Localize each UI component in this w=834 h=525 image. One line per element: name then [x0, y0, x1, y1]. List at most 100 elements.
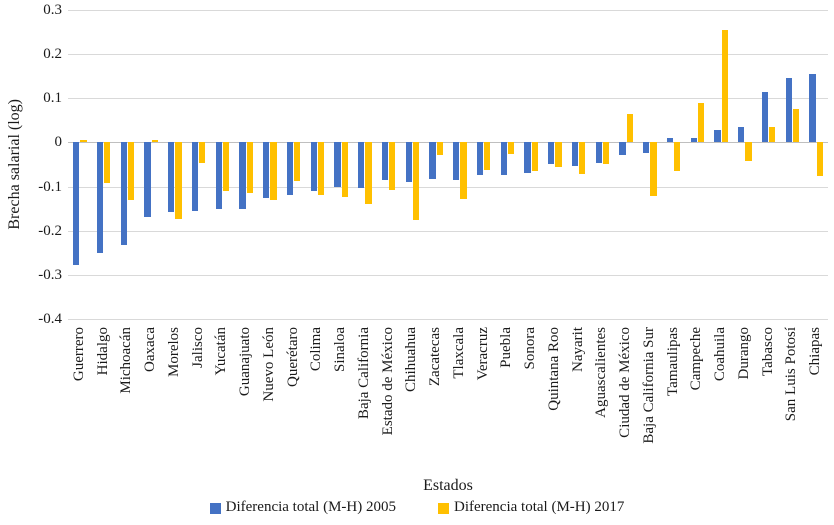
bar-2005-durango [738, 126, 745, 143]
legend-label: Diferencia total (M-H) 2017 [454, 499, 625, 515]
legend-item-2017: Diferencia total (M-H) 2017 [438, 499, 624, 516]
x-tick-label-veracruz: Veracruz [474, 327, 491, 381]
y-tick-label: 0.1 [43, 90, 62, 106]
bar-2017-yucatan [222, 142, 230, 191]
bar-2005-zacatecas [429, 142, 436, 180]
bar-2005-san-luis-potosi [785, 77, 792, 143]
bar-2005-baja-california [358, 142, 365, 189]
x-tick-label-nuevo-leon: Nuevo León [260, 327, 277, 402]
bar-2017-oaxaca [151, 139, 158, 143]
bar-2005-guerrero [73, 142, 80, 266]
gridline [68, 319, 828, 320]
bar-2017-sinaloa [341, 142, 348, 197]
gridline [68, 275, 828, 276]
bar-2017-jalisco [199, 142, 206, 163]
bar-2005-sonora [524, 142, 531, 173]
bar-2017-quintana-roo [555, 142, 562, 168]
bar-2005-tamaulipas [666, 138, 674, 143]
bar-2017-nayarit [579, 142, 586, 174]
x-tick-label-tabasco: Tabasco [759, 327, 776, 376]
bar-2017-queretaro [294, 142, 301, 182]
bar-2005-queretaro [286, 142, 294, 195]
x-tick-label-colima: Colima [308, 327, 325, 372]
bar-2017-aguascalientes [602, 142, 610, 164]
bar-2005-colima [310, 142, 317, 191]
x-tick-label-chihuahua: Chihuahua [403, 327, 420, 392]
x-tick-label-coahuila: Coahuila [712, 327, 729, 382]
bar-2005-ciudad-de-mexico [619, 142, 626, 155]
bar-2017-sonora [531, 142, 538, 172]
bar-2017-baja-california-sur [650, 142, 657, 196]
bar-2017-ciudad-de-mexico [626, 113, 633, 143]
x-tick-label-tlaxcala: Tlaxcala [450, 327, 467, 379]
y-tick-label: 0 [54, 134, 63, 150]
bar-2005-guanajuato [239, 142, 246, 209]
x-tick-label-sinaloa: Sinaloa [332, 327, 349, 372]
legend-item-2005: Diferencia total (M-H) 2005 [209, 499, 396, 516]
y-tick-label: -0.2 [38, 223, 62, 239]
bar-2005-sinaloa [334, 142, 341, 187]
gridline [68, 54, 828, 55]
bar-2017-chihuahua [412, 142, 420, 220]
bar-2005-yucatan [215, 142, 222, 209]
x-tick-label-chiapas: Chiapas [807, 327, 824, 376]
bar-2005-quintana-roo [548, 142, 555, 165]
x-tick-label-puebla: Puebla [498, 327, 515, 368]
x-tick-label-sonora: Sonora [522, 327, 539, 370]
x-tick-label-baja-california-sur: Baja California Sur [640, 327, 657, 444]
bar-2005-oaxaca [144, 142, 151, 218]
bar-2005-tlaxcala [453, 142, 460, 180]
bar-2005-veracruz [476, 142, 484, 175]
bar-2005-tabasco [761, 91, 769, 143]
bar-2005-puebla [500, 142, 507, 175]
x-tick-label-ciudad-de-mexico: Ciudad de México [617, 327, 634, 438]
x-tick-label-zacatecas: Zacatecas [427, 327, 444, 387]
y-tick-label: 0.3 [43, 2, 62, 18]
x-tick-label-yucatan: Yucatán [213, 327, 230, 376]
legend-swatch-2005 [209, 503, 221, 514]
bar-2017-guerrero [80, 140, 87, 143]
bar-2017-campeche [697, 102, 705, 143]
bar-2017-baja-california [365, 142, 372, 205]
bar-2005-baja-california-sur [643, 142, 650, 153]
x-tick-label-aguascalientes: Aguascalientes [593, 327, 610, 418]
zero-axis-line [68, 142, 828, 143]
y-tick-label: -0.4 [38, 311, 62, 327]
gridline [68, 10, 828, 11]
bar-2005-campeche [690, 137, 697, 143]
x-tick-label-campeche: Campeche [688, 327, 705, 391]
gridline [68, 231, 828, 232]
y-tick-label: 0.2 [43, 46, 62, 62]
bar-2005-michoacan [120, 142, 127, 245]
legend-swatch-2017 [438, 503, 449, 514]
bar-2017-tamaulipas [674, 142, 681, 171]
bar-2017-nuevo-leon [270, 142, 277, 200]
bar-2017-chiapas [816, 142, 823, 177]
bar-2017-zacatecas [436, 142, 443, 155]
x-tick-label-quintana-roo: Quintana Roo [545, 327, 562, 411]
bar-2017-tabasco [769, 126, 776, 143]
x-tick-label-baja-california: Baja California [355, 327, 372, 420]
bar-2017-guanajuato [246, 142, 253, 193]
gridline [68, 98, 828, 99]
y-axis-title: Brecha salarial (log) [6, 99, 23, 230]
bar-2017-tlaxcala [460, 142, 467, 199]
bar-2017-colima [317, 142, 325, 196]
bar-2017-san-luis-potosi [792, 109, 800, 143]
bar-2017-veracruz [484, 142, 491, 171]
bar-2005-coahuila [714, 129, 721, 143]
bar-2017-hidalgo [104, 142, 111, 183]
bar-2017-estado-de-mexico [389, 142, 396, 191]
x-tick-label-oaxaca: Oaxaca [142, 327, 159, 372]
x-tick-label-morelos: Morelos [165, 327, 182, 377]
x-tick-label-nayarit: Nayarit [569, 327, 586, 372]
bar-2005-estado-de-mexico [381, 142, 389, 181]
x-axis-title: Estados [423, 477, 473, 494]
x-tick-label-jalisco: Jalisco [189, 327, 206, 368]
x-tick-label-estado-de-mexico: Estado de México [379, 327, 396, 436]
x-tick-label-durango: Durango [735, 327, 752, 380]
x-tick-label-guerrero: Guerrero [70, 327, 87, 382]
legend: Diferencia total (M-H) 2005 Diferencia to… [0, 499, 834, 516]
bar-2017-morelos [175, 142, 182, 220]
bar-2017-durango [745, 142, 752, 161]
